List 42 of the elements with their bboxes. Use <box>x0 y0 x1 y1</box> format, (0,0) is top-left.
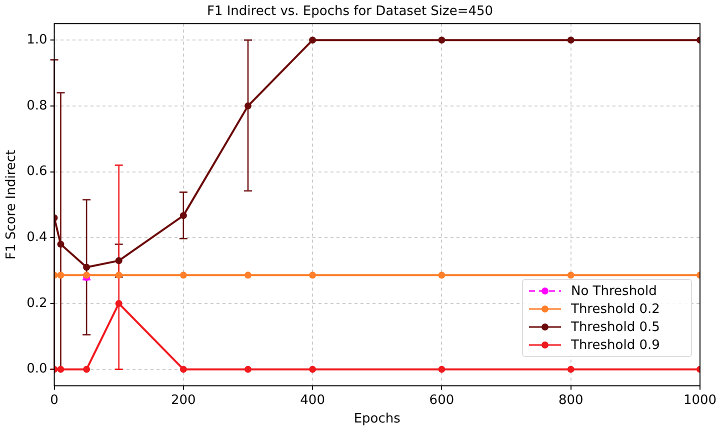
legend-label: Threshold 0.9 <box>571 338 660 353</box>
x-tick-label: 1000 <box>683 392 717 408</box>
point <box>309 366 316 373</box>
y-tick-label: 0.6 <box>26 164 48 180</box>
y-axis-title: F1 Score Indirect <box>4 150 20 260</box>
point <box>180 212 187 220</box>
point <box>438 36 446 44</box>
chart-title: F1 Indirect vs. Epochs for Dataset Size=450 <box>206 4 494 20</box>
point <box>567 36 574 44</box>
point <box>83 264 90 271</box>
y-tick-label: 1.0 <box>26 32 48 48</box>
point <box>57 240 64 248</box>
legend-label: Threshold 0.2 <box>571 302 660 317</box>
point <box>115 272 122 279</box>
y-tick-label: 0.8 <box>26 98 48 114</box>
point <box>57 272 64 279</box>
point <box>309 272 316 279</box>
legend-label: Threshold 0.5 <box>571 320 660 335</box>
x-tick-label: 600 <box>429 392 454 408</box>
y-tick-label: 0.0 <box>26 362 48 377</box>
x-tick-label: 200 <box>171 392 196 408</box>
point <box>57 366 64 373</box>
point <box>438 366 446 373</box>
point <box>115 257 122 264</box>
y-tick-label: 0.4 <box>26 230 48 245</box>
point <box>244 366 252 373</box>
legend-label: No Threshold <box>571 284 657 299</box>
x-tick-label: 800 <box>558 392 584 408</box>
point <box>83 366 90 373</box>
point <box>244 102 252 110</box>
y-tick-label: 0.2 <box>26 296 48 311</box>
point <box>309 36 316 44</box>
point <box>567 366 574 373</box>
point <box>115 300 122 307</box>
x-axis-title: Epochs <box>354 412 401 427</box>
x-tick-label: 0 <box>50 392 58 408</box>
point <box>180 272 187 279</box>
point <box>438 272 446 279</box>
point <box>244 272 252 279</box>
point <box>567 272 574 279</box>
x-tick-label: 400 <box>300 392 325 408</box>
point <box>180 366 187 373</box>
